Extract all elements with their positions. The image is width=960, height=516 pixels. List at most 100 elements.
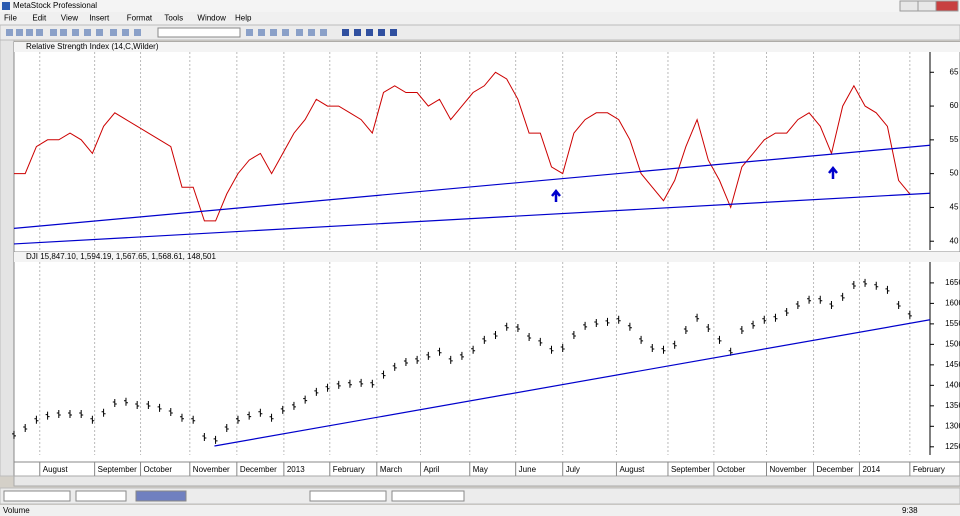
dropdown[interactable] — [3, 490, 71, 502]
price-bar — [179, 413, 184, 422]
price-bar — [549, 345, 554, 354]
x-tick-label: February — [913, 465, 945, 474]
scrollbar[interactable] — [13, 475, 960, 487]
x-tick-label: August — [619, 465, 645, 474]
y-tick-label: 1300 — [945, 421, 960, 430]
y-tick-label: 60 — [950, 101, 959, 110]
price-bar — [650, 344, 655, 353]
price-bar — [459, 351, 464, 360]
price-bar — [829, 301, 834, 310]
menu-item[interactable]: Insert — [89, 14, 110, 23]
price-bar — [851, 280, 856, 289]
y-tick-label: 55 — [950, 135, 959, 144]
maximize[interactable] — [917, 0, 937, 12]
y-tick-label: 1650 — [945, 278, 960, 287]
price-bar — [347, 379, 352, 388]
price-bar — [795, 301, 800, 310]
price-bar — [605, 317, 610, 326]
price-bar — [739, 326, 744, 335]
price-bar — [168, 407, 173, 416]
price-bar — [303, 395, 308, 404]
menu-item[interactable]: File — [4, 14, 17, 23]
price-bar — [907, 310, 912, 319]
panel-title: Relative Strength Index (14,C,Wilder) — [26, 42, 159, 51]
y-tick-label: 45 — [950, 203, 959, 212]
dropdown[interactable] — [309, 490, 387, 502]
dropdown[interactable] — [75, 490, 127, 502]
price-bar — [583, 321, 588, 330]
price-bar — [706, 323, 711, 332]
x-tick-label: February — [333, 465, 365, 474]
price-bar — [79, 410, 84, 419]
y-tick-label: 1350 — [945, 401, 960, 410]
price-bar — [437, 347, 442, 356]
price-bar — [415, 355, 420, 364]
dropdown[interactable] — [391, 490, 465, 502]
minimize[interactable] — [899, 0, 919, 12]
price-bar — [885, 285, 890, 294]
price-bar — [45, 411, 50, 420]
x-tick-label: September — [671, 465, 710, 474]
price-bar — [863, 278, 868, 287]
price-bar — [762, 315, 767, 324]
x-tick-label: 2013 — [287, 465, 305, 474]
menu-item[interactable]: Tools — [164, 14, 183, 23]
price-bar — [123, 397, 128, 406]
menu-item[interactable]: Edit — [32, 14, 47, 23]
price-bar — [224, 423, 229, 432]
status-text: Volume — [3, 506, 30, 515]
price-bar — [661, 345, 666, 354]
drawing-tools — [0, 39, 15, 477]
price-bar — [280, 405, 285, 414]
menu-item[interactable]: Help — [235, 14, 252, 23]
x-tick-label: June — [519, 465, 537, 474]
color-palette[interactable] — [135, 490, 187, 502]
trend-line — [13, 192, 931, 245]
menu-bar — [0, 12, 960, 25]
price-bar — [482, 335, 487, 344]
menu-item[interactable]: View — [61, 14, 78, 23]
price-bar — [23, 423, 28, 432]
y-tick-label: 1550 — [945, 319, 960, 328]
price-bar — [527, 332, 532, 341]
y-tick-label: 1500 — [945, 339, 960, 348]
x-tick-label: December — [817, 465, 854, 474]
price-bar — [112, 398, 117, 407]
x-tick-label: August — [43, 465, 69, 474]
x-tick-label: September — [98, 465, 137, 474]
price-bar — [807, 295, 812, 304]
x-tick-label: November — [770, 465, 807, 474]
price-bar — [471, 345, 476, 354]
price-bar — [146, 401, 151, 410]
price-bar — [493, 330, 498, 339]
y-tick-label: 50 — [950, 169, 959, 178]
x-tick-label: October — [144, 465, 173, 474]
price-bar — [594, 319, 599, 328]
price-bar — [504, 322, 509, 331]
close[interactable] — [935, 0, 959, 12]
rsi-panel — [13, 41, 960, 253]
price-bar — [683, 326, 688, 335]
price-bar — [538, 337, 543, 346]
price-bar — [12, 430, 16, 439]
y-tick-label: 1600 — [945, 298, 960, 307]
menu-item[interactable]: Format — [127, 14, 153, 23]
price-bar — [818, 295, 823, 304]
price-bar — [627, 322, 632, 331]
price-bar — [717, 335, 722, 344]
price-bar — [751, 320, 756, 329]
price-bar — [325, 383, 330, 392]
price-bar — [639, 335, 644, 344]
price-bar — [392, 362, 397, 371]
x-tick-label: October — [717, 465, 746, 474]
price-bar — [874, 281, 879, 290]
price-bar — [560, 344, 565, 353]
x-tick-label: April — [423, 465, 439, 474]
price-bar — [34, 415, 39, 424]
price-bar — [135, 401, 140, 410]
menu-item[interactable]: Window — [197, 14, 226, 23]
panel-title: DJI 15,847.10, 1,594.19, 1,567.65, 1,568… — [26, 252, 216, 261]
price-bar — [247, 411, 252, 420]
toolbar-icons — [6, 27, 397, 38]
